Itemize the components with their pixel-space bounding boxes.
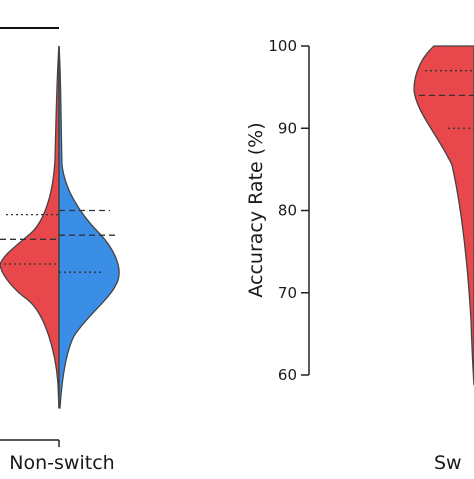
y-tick-label-70: 70 [278,284,297,302]
violin-half-right-series-2 [58,45,120,409]
y-tick-label-100: 100 [268,37,297,55]
y-axis-ticks: 60 70 80 90 100 [268,37,309,384]
violin-series-switch [413,45,474,386]
violin-half-left-series-1 [0,45,60,409]
right-panel: 60 70 80 90 100 Accuracy Rate (%) Sw [245,37,474,474]
x-tick-label-switch: Sw [434,452,462,474]
y-tick-label-80: 80 [278,202,297,220]
x-tick-label-non-switch: Non-switch [9,452,114,474]
left-panel: Non-switch [0,45,120,474]
quartile-lines-right [419,70,474,129]
quartile-lines [0,209,117,273]
y-tick-label-90: 90 [278,119,297,137]
y-tick-label-60: 60 [278,366,297,384]
y-axis-title: Accuracy Rate (%) [245,122,267,297]
